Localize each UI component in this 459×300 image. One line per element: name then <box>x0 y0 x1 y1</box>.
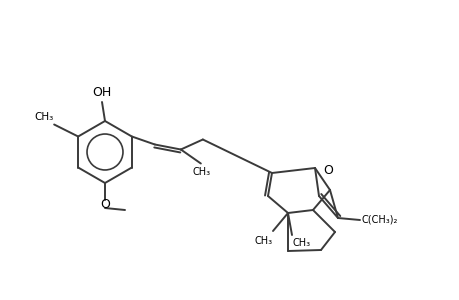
Text: OH: OH <box>92 85 112 98</box>
Text: O: O <box>322 164 332 176</box>
Text: CH₃: CH₃ <box>254 236 273 246</box>
Text: CH₃: CH₃ <box>292 238 310 248</box>
Text: CH₃: CH₃ <box>34 112 54 122</box>
Text: O: O <box>100 199 110 212</box>
Text: C(CH₃)₂: C(CH₃)₂ <box>361 215 397 225</box>
Text: CH₃: CH₃ <box>192 167 210 176</box>
